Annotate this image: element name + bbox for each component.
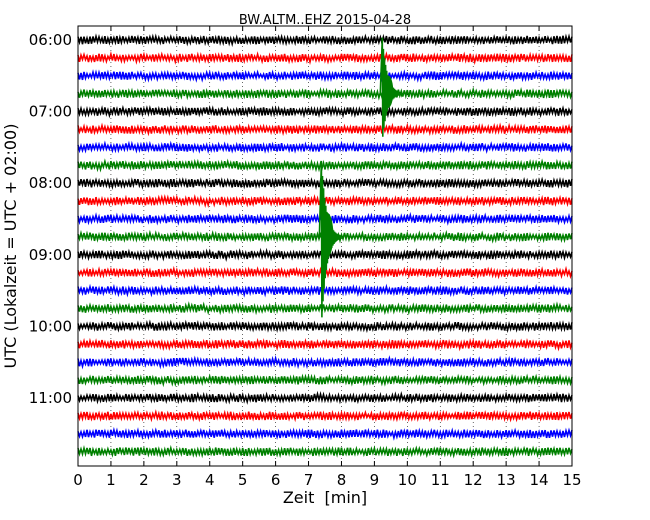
y-tick-label: 06:00 xyxy=(29,31,72,49)
x-tick-label: 3 xyxy=(172,471,182,489)
x-tick-label: 15 xyxy=(562,471,581,489)
trace-line-1030 xyxy=(77,355,573,370)
y-tick-label: 10:00 xyxy=(29,317,72,335)
x-tick-label: 1 xyxy=(106,471,116,489)
y-tick-label: 09:00 xyxy=(29,246,72,264)
x-tick-label: 14 xyxy=(530,471,549,489)
y-tick-label: 11:00 xyxy=(29,389,72,407)
trace-line-1045 xyxy=(77,373,573,388)
x-tick-label: 2 xyxy=(139,471,149,489)
event-coda xyxy=(321,212,334,257)
trace-line-0645 xyxy=(77,86,573,101)
trace-line-1115 xyxy=(77,409,573,423)
trace-line-1145 xyxy=(77,444,573,459)
y-tick-label: 08:00 xyxy=(29,174,72,192)
x-tick-label: 6 xyxy=(271,471,281,489)
plot-area xyxy=(77,25,573,467)
y-axis-label: UTC (Lokalzeit = UTC + 02:00) xyxy=(1,124,20,369)
x-tick-label: 8 xyxy=(337,471,347,489)
trace-line-0930 xyxy=(77,283,573,298)
chart-title: BW.ALTM..EHZ 2015-04-28 xyxy=(239,13,411,28)
trace-line-0745 xyxy=(77,158,573,173)
trace-line-1130 xyxy=(77,426,573,441)
trace-line-1000 xyxy=(77,319,573,334)
trace-line-0945 xyxy=(77,301,573,316)
x-tick-label: 9 xyxy=(370,471,380,489)
x-tick-label: 12 xyxy=(464,471,483,489)
x-tick-label: 13 xyxy=(497,471,516,489)
event-coda xyxy=(383,75,394,108)
grid-lines xyxy=(110,26,540,466)
trace-line-1100 xyxy=(77,390,573,405)
trace-line-0700 xyxy=(77,104,573,119)
y-axis: 06:00 07:00 08:00 09:00 10:00 11:00 xyxy=(29,31,572,407)
x-tick-label: 0 xyxy=(73,471,83,489)
event-signals xyxy=(318,37,403,318)
trace-line-0615 xyxy=(77,50,573,66)
x-tick-label: 4 xyxy=(205,471,215,489)
x-tick-label: 10 xyxy=(398,471,417,489)
trace-line-0630 xyxy=(77,69,573,83)
x-tick-label: 5 xyxy=(238,471,248,489)
x-axis-label: Zeit [min] xyxy=(283,488,367,507)
trace-line-0730 xyxy=(77,140,573,154)
trace-line-0800 xyxy=(77,176,573,190)
trace-line-0715 xyxy=(77,122,573,137)
x-tick-label: 11 xyxy=(431,471,450,489)
plot-frame xyxy=(77,25,573,467)
x-axis: 0 1 2 3 4 5 6 7 8 9 10 11 12 13 14 15 xyxy=(73,26,582,489)
trace-line-1015 xyxy=(77,337,573,352)
trace-line-0600 xyxy=(77,33,573,48)
y-tick-label: 07:00 xyxy=(29,103,72,121)
x-tick-label: 7 xyxy=(304,471,314,489)
